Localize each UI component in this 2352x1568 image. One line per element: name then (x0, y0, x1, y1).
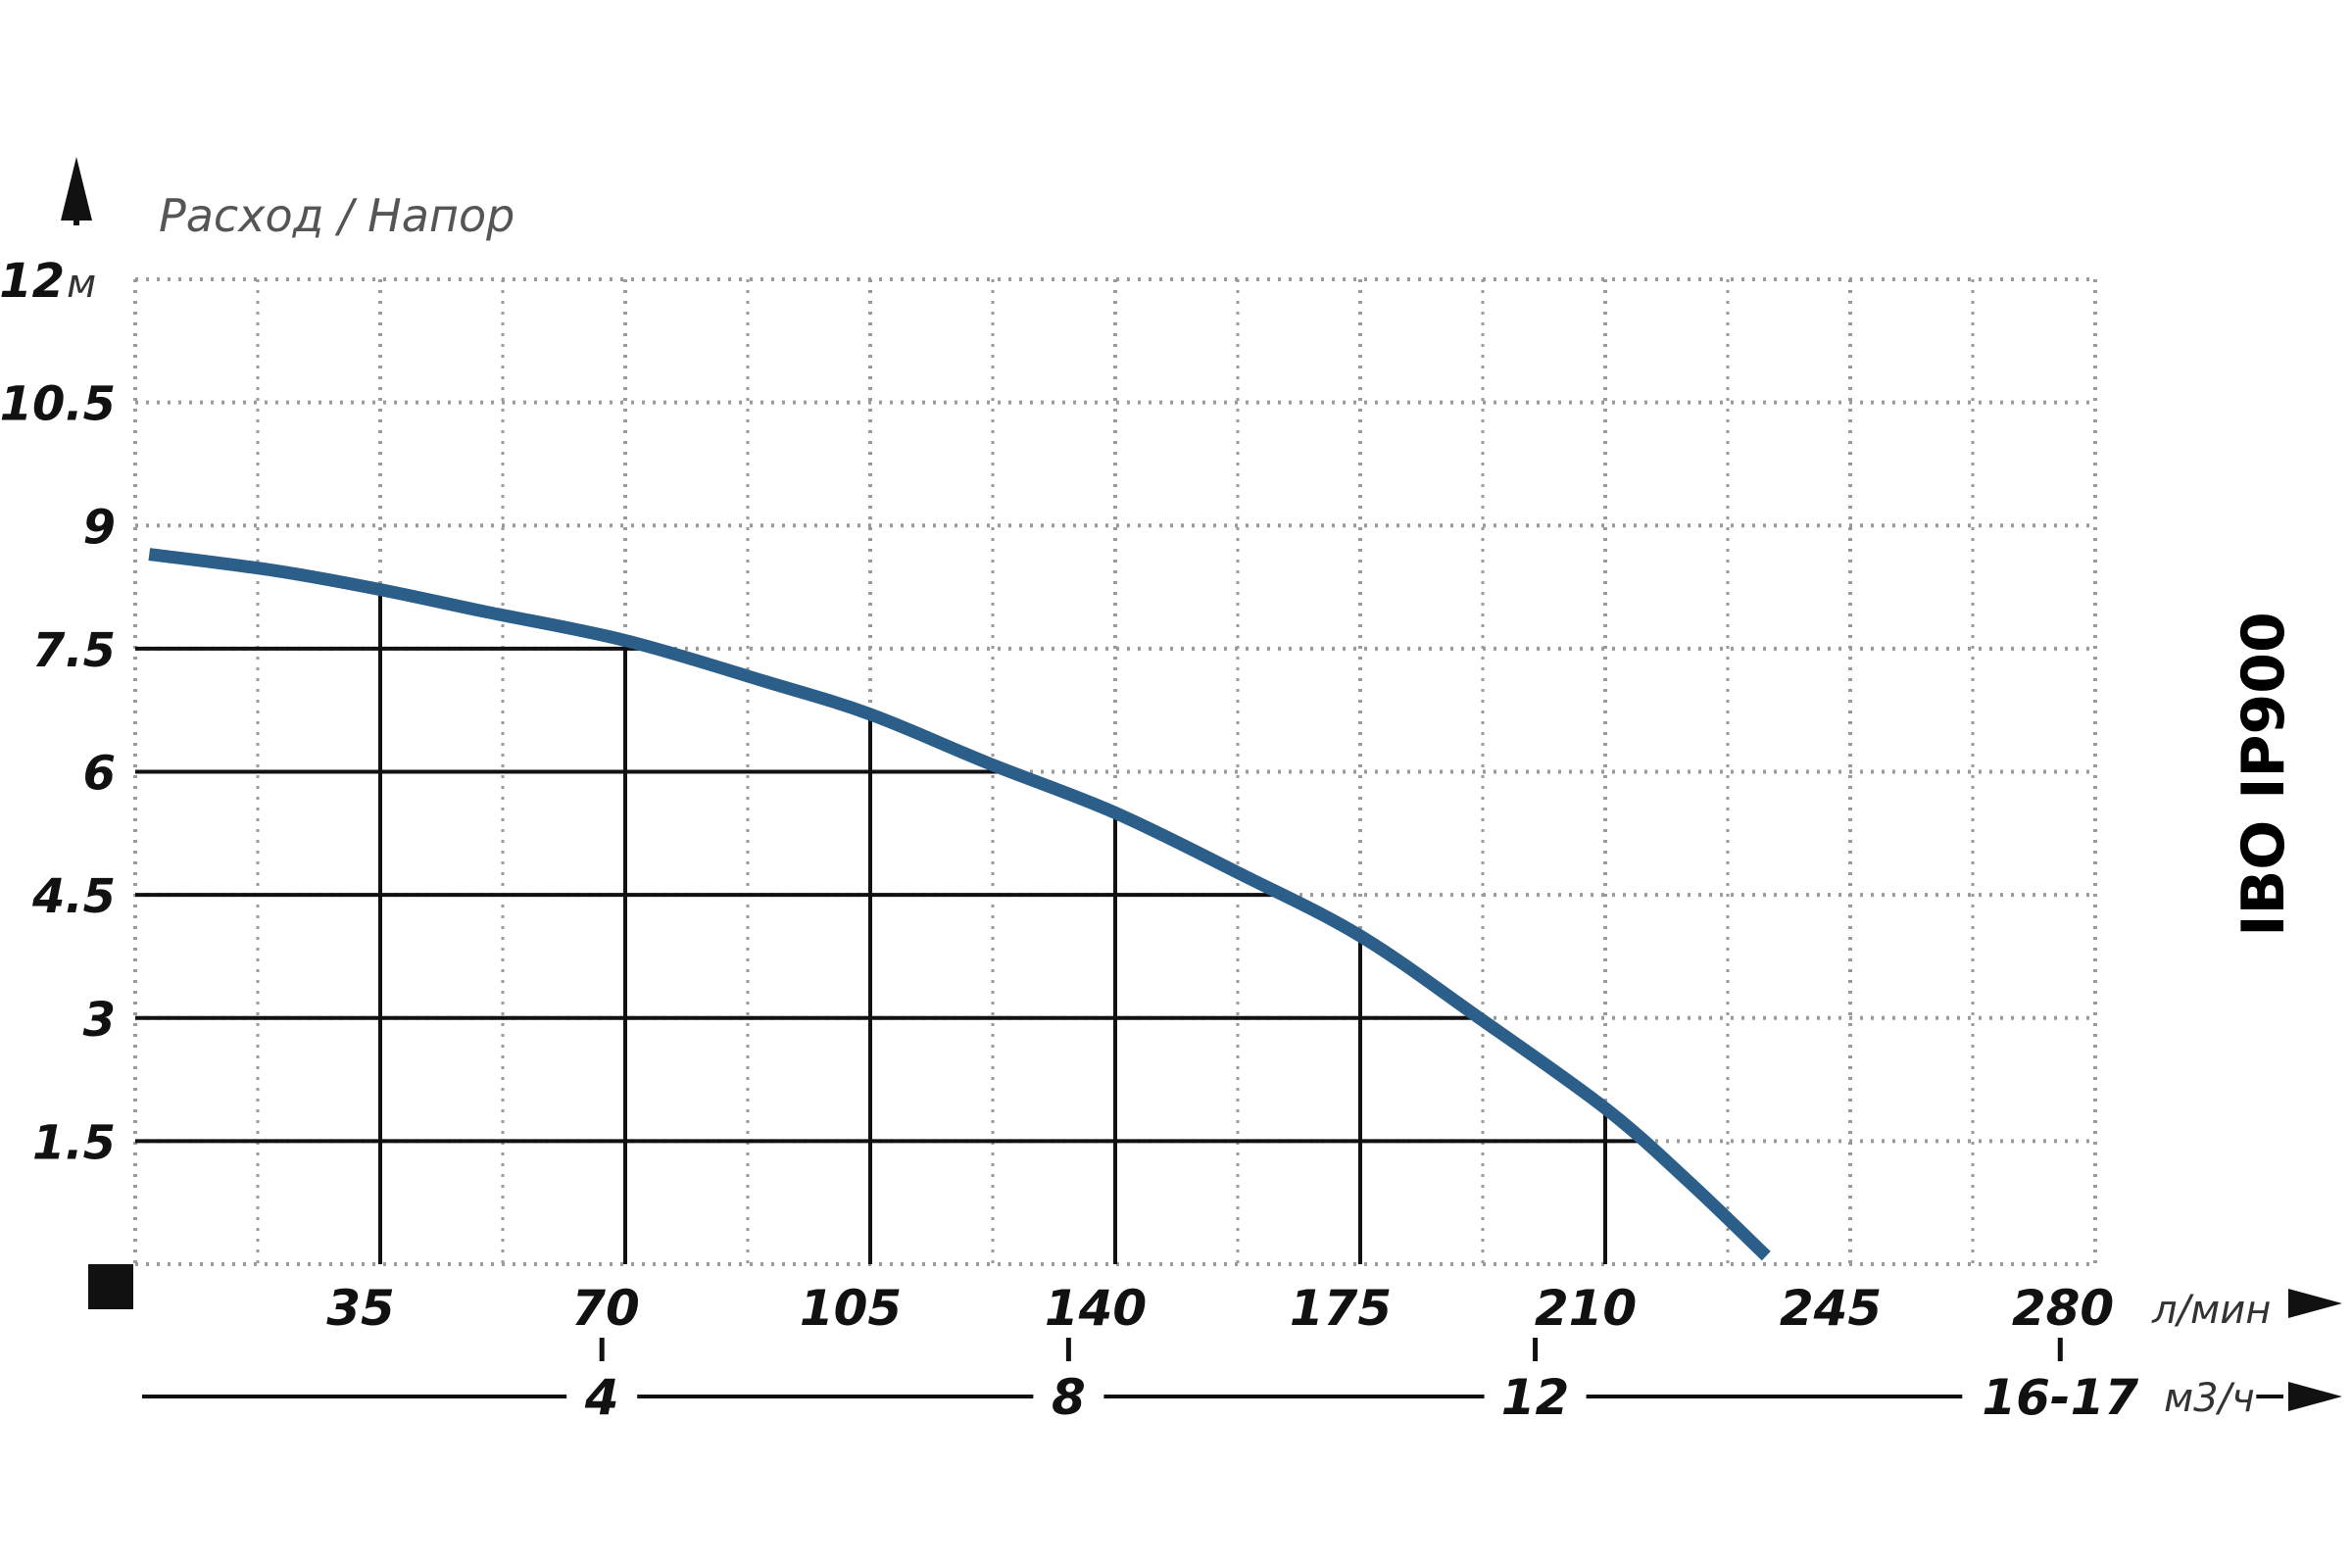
y-tick-label: 12 (0, 254, 65, 309)
x-tick-label: 175 (1290, 1280, 1392, 1337)
x2-tick-label: 8 (1052, 1369, 1086, 1426)
tick-labels: 12 10.5 9 7.5 6 4.5 3 1.5 м 35 70 105 140 175 210 245 28… (0, 254, 2283, 1426)
y-axis-title: Расход / Напор (159, 189, 514, 242)
x2-tick-label: 12 (1501, 1369, 1570, 1426)
model-label: IBO IP900 (2230, 612, 2298, 937)
y-axis-arrow (61, 157, 92, 220)
y-tick-label: 10.5 (0, 377, 116, 432)
x2-tick-gap (1033, 1367, 1104, 1426)
x2-tick-gap (1962, 1367, 2257, 1426)
x2-axis-arrow (2288, 1382, 2342, 1411)
x2-tick-label: 16-17 (1982, 1369, 2138, 1426)
x-tick-label: 245 (1780, 1280, 1882, 1337)
x-tick-label: 140 (1045, 1280, 1147, 1337)
curve-layer (148, 548, 1771, 1261)
x-unit-label: л/мин (2151, 1288, 2271, 1333)
performance-curve (148, 548, 1771, 1261)
x-axis-arrow (2288, 1289, 2342, 1318)
x2-unit-label: м3/ч (2164, 1376, 2255, 1421)
x-tick-label: 35 (326, 1280, 395, 1337)
x-tick-label: 105 (800, 1280, 902, 1337)
y-tick-label: 4.5 (31, 869, 116, 924)
y-tick-label: 9 (83, 500, 116, 555)
origin-marker (88, 1264, 133, 1309)
x-tick-label: 210 (1535, 1280, 1637, 1337)
x-tick-label: 280 (2012, 1280, 2114, 1337)
y-tick-label: 1.5 (32, 1115, 116, 1170)
x2-tick-label: 4 (584, 1369, 619, 1426)
x2-tick-gap (1484, 1367, 1587, 1426)
y-tick-label: 7.5 (32, 623, 116, 678)
y-tick-label: 3 (83, 993, 116, 1048)
x2-tick-gap (566, 1367, 638, 1426)
y-tick-label: 6 (83, 747, 116, 802)
reference-lines (135, 589, 1643, 1264)
x-tick-label: 70 (571, 1280, 640, 1337)
y-unit-label: м (67, 262, 96, 307)
